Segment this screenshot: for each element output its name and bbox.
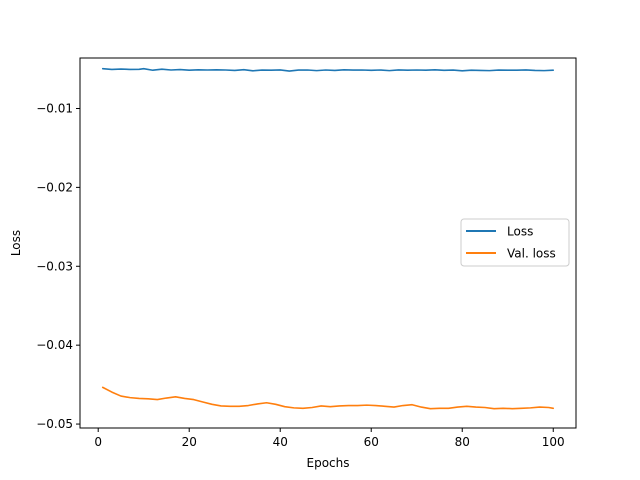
- plot-area: [79, 57, 577, 429]
- x-tick-label: 20: [182, 435, 197, 449]
- y-tick-label: −0.05: [36, 417, 73, 431]
- series-line-loss: [101, 67, 555, 72]
- legend-label-loss: Loss: [507, 225, 533, 239]
- x-tick-label: 60: [364, 435, 379, 449]
- x-tick-label: 40: [273, 435, 288, 449]
- x-tick-label: 80: [455, 435, 470, 449]
- legend-label-val-loss: Val. loss: [507, 247, 556, 261]
- x-tick-label: 0: [94, 435, 102, 449]
- series-line-val-loss: [101, 386, 555, 410]
- y-axis-label: Loss: [9, 230, 23, 256]
- x-axis-label: Epochs: [307, 456, 350, 470]
- y-axis: −0.01 −0.02 −0.03 −0.04 −0.05: [36, 101, 80, 431]
- series-layer: [101, 67, 555, 410]
- y-tick-label: −0.04: [36, 338, 73, 352]
- y-tick-label: −0.02: [36, 180, 73, 194]
- x-axis: 0 20 40 60 80 100: [94, 428, 565, 449]
- plot-frame: [79, 57, 577, 429]
- y-tick-label: −0.03: [36, 259, 73, 273]
- y-tick-label: −0.01: [36, 101, 73, 115]
- x-tick-label: 100: [542, 435, 565, 449]
- legend: Loss Val. loss: [460, 218, 570, 267]
